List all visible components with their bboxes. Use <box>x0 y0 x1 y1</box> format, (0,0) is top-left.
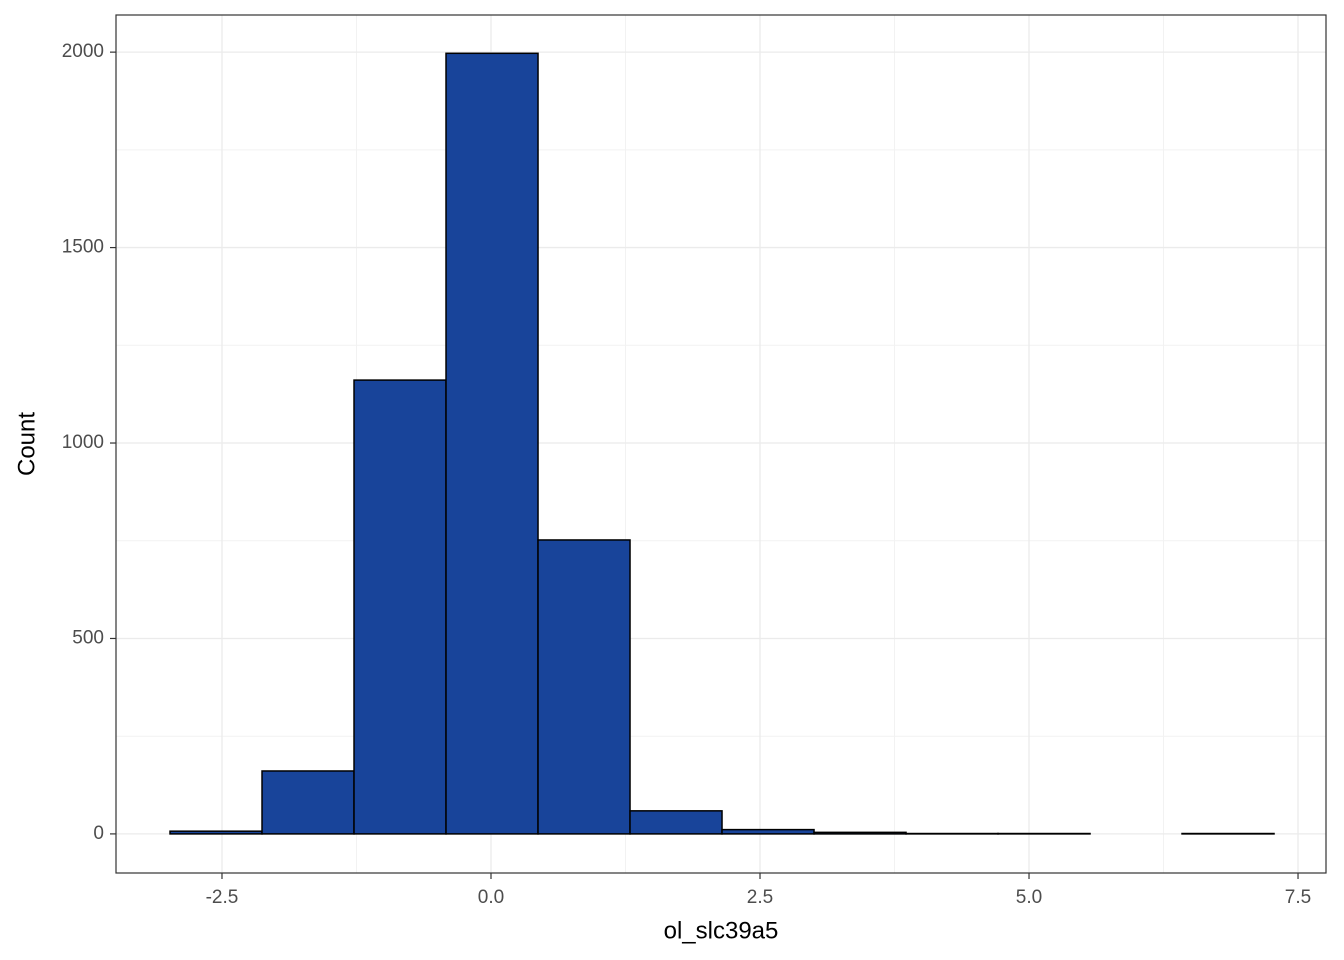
bar <box>537 539 631 835</box>
bar <box>629 810 723 835</box>
bar <box>721 828 815 835</box>
x-tick-label: 7.5 <box>1285 887 1311 908</box>
y-tick-label: 2000 <box>62 41 104 62</box>
y-axis-label: Count <box>13 412 40 476</box>
x-axis-label: ol_slc39a5 <box>664 917 779 944</box>
y-tick-label: 1500 <box>62 237 104 258</box>
bars <box>169 52 1275 835</box>
panel-border <box>115 14 1327 874</box>
x-tick-label: 2.5 <box>747 887 773 908</box>
x-tick-label: -2.5 <box>206 887 239 908</box>
bar <box>445 52 539 835</box>
bar <box>169 830 263 835</box>
bar <box>813 831 907 835</box>
y-tick-label: 500 <box>72 627 104 648</box>
y-tick-label: 1000 <box>62 432 104 453</box>
bar <box>261 770 355 835</box>
x-tick-label: 0.0 <box>478 887 504 908</box>
bar <box>353 379 447 835</box>
y-tick-label: 0 <box>93 823 104 844</box>
x-tick-label: 5.0 <box>1016 887 1042 908</box>
